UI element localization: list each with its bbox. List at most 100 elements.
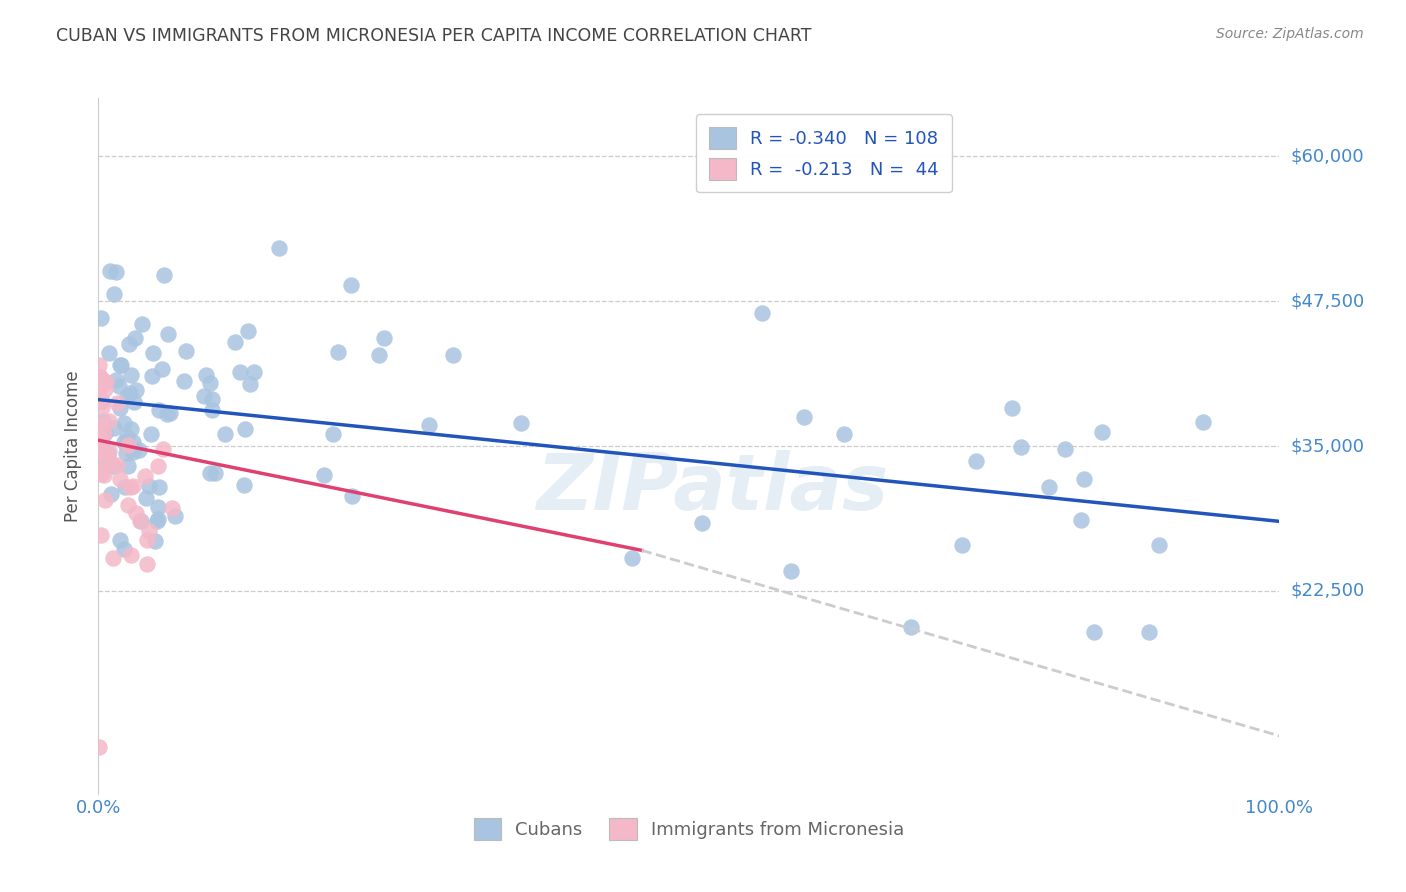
- Point: [89, 430, 111, 444]
- Point: [418, 417, 440, 432]
- Point: [139, 427, 162, 442]
- Point: [120, 422, 142, 436]
- Point: [90, 445, 112, 459]
- Point: [115, 434, 138, 449]
- Point: [173, 374, 195, 388]
- Point: [138, 524, 160, 538]
- Point: [160, 500, 183, 515]
- Point: [148, 403, 170, 417]
- Point: [112, 542, 135, 557]
- Point: [89, 434, 111, 448]
- Point: [965, 454, 987, 468]
- Point: [89, 370, 111, 384]
- Point: [779, 564, 801, 578]
- Point: [103, 459, 125, 474]
- Point: [159, 406, 181, 420]
- Point: [122, 395, 145, 409]
- Point: [89, 455, 111, 469]
- Point: [103, 286, 125, 301]
- Point: [97, 447, 120, 461]
- Point: [235, 422, 257, 436]
- Point: [1070, 513, 1092, 527]
- Point: [97, 414, 120, 428]
- Point: [312, 468, 335, 483]
- Point: [1192, 415, 1215, 429]
- Point: [1147, 538, 1170, 552]
- Point: [98, 443, 121, 458]
- Point: [1053, 442, 1076, 456]
- Point: [89, 445, 111, 459]
- Point: [342, 489, 364, 503]
- Point: [91, 400, 114, 414]
- Text: Source: ZipAtlas.com: Source: ZipAtlas.com: [1216, 27, 1364, 41]
- Point: [243, 365, 266, 379]
- Point: [94, 376, 117, 390]
- Point: [194, 368, 217, 382]
- Point: [103, 421, 125, 435]
- Point: [89, 740, 111, 755]
- Point: [143, 533, 166, 548]
- Point: [141, 368, 163, 383]
- Point: [193, 389, 215, 403]
- Point: [201, 392, 224, 407]
- Point: [322, 426, 344, 441]
- Point: [108, 472, 131, 486]
- Point: [93, 374, 115, 388]
- Point: [93, 425, 115, 440]
- Point: [120, 386, 142, 401]
- Point: [120, 368, 142, 382]
- Point: [122, 478, 145, 492]
- Point: [117, 459, 139, 474]
- Point: [328, 345, 350, 359]
- Point: [91, 414, 114, 428]
- Point: [129, 514, 152, 528]
- Point: [200, 376, 222, 390]
- Point: [90, 435, 112, 450]
- Point: [117, 499, 139, 513]
- Point: [125, 506, 148, 520]
- Point: [509, 416, 531, 430]
- Point: [138, 479, 160, 493]
- Point: [94, 382, 117, 396]
- Point: [152, 442, 174, 457]
- Point: [441, 348, 464, 362]
- Point: [110, 401, 132, 415]
- Point: [98, 345, 121, 359]
- Point: [108, 358, 131, 372]
- Point: [93, 467, 115, 482]
- Point: [339, 278, 361, 293]
- Point: [204, 466, 226, 480]
- Point: [146, 515, 169, 529]
- Point: [267, 241, 290, 255]
- Point: [793, 410, 815, 425]
- Point: [148, 480, 170, 494]
- Point: [134, 469, 156, 483]
- Point: [1073, 471, 1095, 485]
- Text: $60,000: $60,000: [1291, 147, 1364, 165]
- Point: [89, 358, 111, 372]
- Point: [115, 430, 138, 444]
- Point: [129, 514, 152, 528]
- Point: [101, 551, 124, 566]
- Point: [118, 480, 141, 494]
- Point: [105, 373, 128, 387]
- Point: [105, 396, 128, 410]
- Y-axis label: Per Capita Income: Per Capita Income: [65, 370, 83, 522]
- Point: [900, 620, 922, 634]
- Point: [89, 418, 111, 433]
- Point: [117, 389, 139, 403]
- Point: [232, 478, 254, 492]
- Point: [117, 438, 139, 452]
- Point: [90, 310, 112, 325]
- Point: [108, 379, 131, 393]
- Point: [373, 331, 395, 345]
- Point: [174, 344, 197, 359]
- Point: [156, 407, 179, 421]
- Point: [94, 425, 117, 440]
- Point: [91, 428, 114, 442]
- Point: [93, 445, 115, 459]
- Point: [110, 533, 132, 547]
- Point: [100, 487, 122, 501]
- Point: [112, 416, 135, 430]
- Point: [122, 435, 145, 450]
